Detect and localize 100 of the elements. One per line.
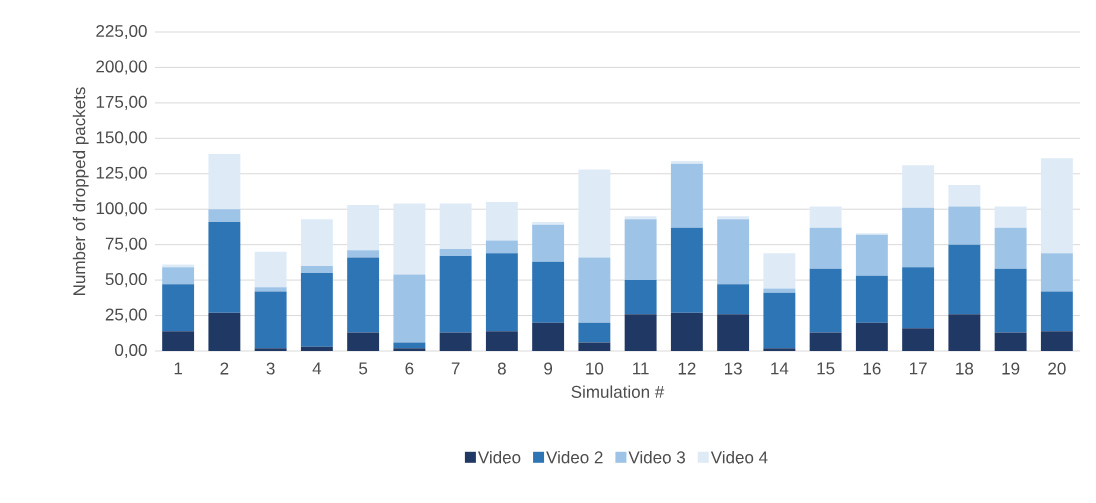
bar: [254, 287, 287, 292]
bar: [717, 314, 750, 351]
bar: [994, 268, 1027, 333]
bar: [393, 348, 426, 351]
x-tick-label: 16: [863, 362, 881, 375]
bar: [347, 250, 380, 258]
x-axis-title: Simulation #: [571, 385, 665, 398]
y-tick-label: 50,00: [105, 273, 147, 288]
y-tick-label: 200,00: [96, 60, 147, 75]
legend-label: Video 4: [710, 450, 768, 464]
bar: [254, 348, 287, 351]
legend-label: Video: [477, 450, 521, 464]
bar: [300, 273, 333, 347]
bar: [855, 234, 888, 276]
legend-label: Video 3: [628, 450, 685, 464]
bar: [300, 219, 333, 266]
bar: [624, 280, 657, 315]
y-axis-title: Number of dropped packets: [72, 87, 89, 295]
bar: [485, 331, 518, 351]
bar: [254, 251, 287, 288]
bar: [809, 206, 842, 228]
bar: [439, 203, 472, 249]
bar: [809, 268, 842, 333]
y-tick-label: 175,00: [96, 95, 147, 110]
bar: [208, 209, 241, 222]
bar: [717, 219, 750, 285]
bar: [578, 257, 611, 323]
bar: [208, 312, 241, 351]
x-tick-label: 4: [312, 362, 322, 375]
y-tick-label: 125,00: [96, 166, 147, 181]
bar: [532, 221, 565, 225]
bar: [855, 322, 888, 351]
y-tick-label: 25,00: [105, 308, 147, 323]
x-tick-label: 14: [771, 362, 789, 375]
bar: [763, 288, 796, 293]
x-tick-label: 6: [405, 362, 414, 375]
bar: [162, 284, 195, 332]
bar: [902, 207, 935, 268]
bar: [809, 227, 842, 269]
bar: [578, 342, 611, 351]
bar: [670, 227, 703, 313]
x-tick-label: 8: [497, 362, 506, 375]
bar: [208, 153, 241, 210]
bar: [670, 312, 703, 351]
bar: [994, 227, 1027, 269]
bar: [578, 322, 611, 343]
y-tick-label: 0,00: [115, 343, 147, 359]
x-tick-label: 11: [633, 362, 649, 375]
y-tick-label: 100,00: [96, 202, 147, 217]
legend-label: Video 2: [546, 450, 603, 464]
bar: [532, 322, 565, 351]
bar: [532, 261, 565, 323]
bar: [670, 161, 703, 164]
bar: [347, 204, 380, 251]
bar: [809, 332, 842, 351]
bar: [393, 342, 426, 349]
y-tick-label: 225,00: [96, 24, 147, 40]
bar: [948, 314, 981, 351]
bar: [208, 221, 241, 313]
bar: [1040, 158, 1073, 254]
bar: [439, 248, 472, 256]
bar: [717, 216, 750, 220]
x-tick-label: 13: [724, 362, 742, 375]
x-tick-label: 19: [1002, 362, 1020, 375]
x-tick-label: 9: [544, 362, 553, 375]
bar: [1040, 291, 1073, 332]
bar: [485, 202, 518, 241]
x-tick-label: 12: [678, 362, 696, 375]
x-tick-label: 7: [451, 362, 460, 375]
bar: [162, 331, 195, 351]
bar: [439, 256, 472, 333]
bar: [670, 163, 703, 228]
bar: [393, 274, 426, 343]
bar: [532, 224, 565, 262]
bar: [948, 185, 981, 207]
bar: [485, 253, 518, 332]
bar: [439, 332, 472, 351]
y-tick-label: 75,00: [105, 237, 147, 252]
x-tick-label: 5: [359, 362, 368, 375]
bar: [624, 314, 657, 351]
bar: [578, 169, 611, 258]
bar: [485, 240, 518, 254]
bar: [1040, 253, 1073, 292]
bar: [347, 257, 380, 333]
bar: [994, 332, 1027, 351]
x-tick-label: 2: [220, 362, 229, 375]
x-tick-label: 20: [1048, 362, 1066, 375]
bar: [902, 328, 935, 351]
bar: [300, 265, 333, 274]
bar: [1040, 331, 1073, 351]
bar: [393, 203, 426, 275]
bar: [948, 244, 981, 315]
bar: [254, 291, 287, 349]
bar: [717, 284, 750, 315]
bar: [763, 253, 796, 289]
x-tick-label: 1: [174, 362, 183, 375]
bar: [902, 165, 935, 208]
bar: [624, 219, 657, 281]
bar: [855, 275, 888, 323]
x-tick-label: 18: [956, 362, 974, 375]
